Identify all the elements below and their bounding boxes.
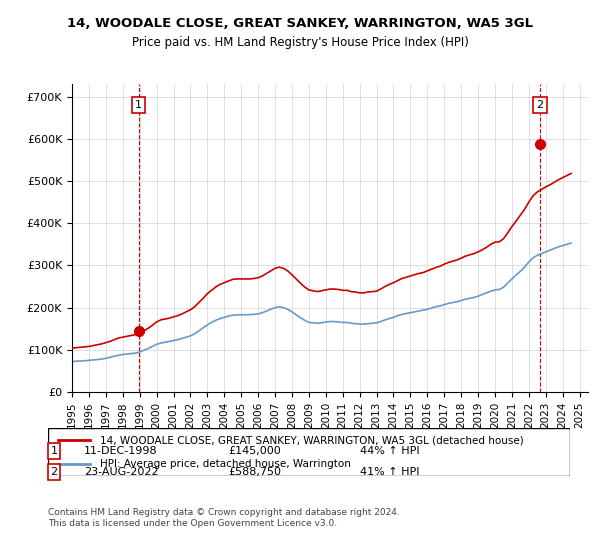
Text: £588,750: £588,750 (228, 467, 281, 477)
Text: Price paid vs. HM Land Registry's House Price Index (HPI): Price paid vs. HM Land Registry's House … (131, 36, 469, 49)
Text: 1: 1 (50, 446, 58, 456)
Text: Contains HM Land Registry data © Crown copyright and database right 2024.: Contains HM Land Registry data © Crown c… (48, 508, 400, 517)
Text: 2: 2 (536, 100, 543, 110)
Text: HPI: Average price, detached house, Warrington: HPI: Average price, detached house, Warr… (100, 459, 351, 469)
Text: 14, WOODALE CLOSE, GREAT SANKEY, WARRINGTON, WA5 3GL: 14, WOODALE CLOSE, GREAT SANKEY, WARRING… (67, 17, 533, 30)
Text: 44% ↑ HPI: 44% ↑ HPI (360, 446, 419, 456)
Text: 2: 2 (50, 467, 58, 477)
Text: 1: 1 (135, 100, 142, 110)
Text: 11-DEC-1998: 11-DEC-1998 (84, 446, 158, 456)
Text: 14, WOODALE CLOSE, GREAT SANKEY, WARRINGTON, WA5 3GL (detached house): 14, WOODALE CLOSE, GREAT SANKEY, WARRING… (100, 435, 524, 445)
Text: This data is licensed under the Open Government Licence v3.0.: This data is licensed under the Open Gov… (48, 519, 337, 528)
Text: 23-AUG-2022: 23-AUG-2022 (84, 467, 158, 477)
Text: £145,000: £145,000 (228, 446, 281, 456)
FancyBboxPatch shape (48, 428, 570, 476)
Text: 41% ↑ HPI: 41% ↑ HPI (360, 467, 419, 477)
